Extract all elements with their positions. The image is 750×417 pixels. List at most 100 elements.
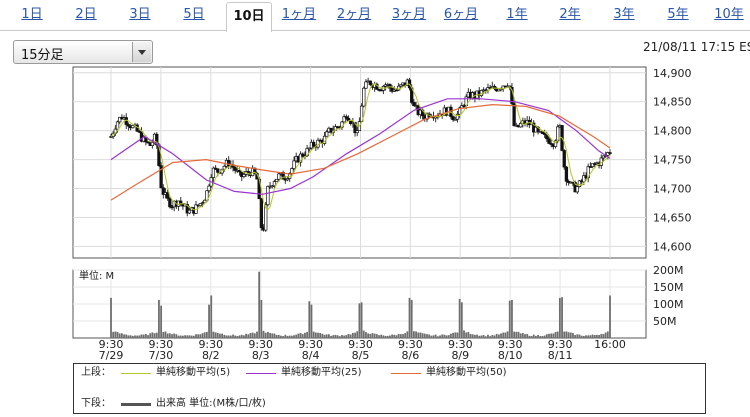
volume-bar [443, 334, 446, 338]
volume-bar [491, 334, 494, 338]
chevron-down-icon[interactable] [132, 42, 151, 62]
volume-bar [600, 333, 603, 338]
tab-period-0[interactable]: 1日 [21, 7, 43, 22]
candle-body [166, 192, 170, 199]
x-tick-date-label: 8/11 [548, 349, 573, 362]
volume-bar [118, 333, 121, 338]
x-tick-date-label: 8/4 [302, 349, 320, 362]
candle-body [362, 87, 366, 107]
candle-body [344, 116, 348, 119]
volume-bar [419, 332, 422, 338]
volume-bar [502, 332, 505, 338]
volume-bar [112, 331, 115, 338]
tab-period-8[interactable]: 6ヶ月 [443, 7, 479, 22]
volume-bar [482, 335, 485, 338]
candle-body [396, 85, 401, 91]
volume-bar [528, 335, 531, 338]
volume-bar [245, 333, 248, 338]
tab-period-5[interactable]: 1ヶ月 [281, 7, 317, 22]
volume-bar [580, 335, 583, 338]
volume-y-tick-label: 100M [653, 298, 684, 311]
candle-body [124, 117, 128, 125]
volume-bar [295, 334, 298, 338]
volume-bar [151, 332, 154, 338]
price-y-tick-label: 14,600 [653, 240, 692, 253]
ma5-line [110, 83, 611, 211]
interval-select-value: 15分足 [21, 48, 64, 63]
volume-bar [332, 335, 335, 338]
candle-body [457, 107, 462, 115]
volume-bar [550, 333, 553, 338]
tab-period-4[interactable]: 10日 [226, 2, 272, 32]
x-tick-time-label: 9:30 [498, 338, 523, 351]
volume-bar [293, 335, 295, 338]
tab-period-3[interactable]: 5日 [183, 7, 205, 22]
volume-bar [362, 330, 365, 338]
volume-bar [275, 334, 278, 338]
candle-body [575, 186, 579, 193]
volume-bar [343, 335, 346, 338]
volume-bar [365, 332, 367, 338]
tab-period-9[interactable]: 1年 [506, 7, 528, 22]
tab-period-1[interactable]: 2日 [75, 7, 97, 22]
tab-period-12[interactable]: 5年 [667, 7, 689, 22]
volume-bar [171, 334, 173, 338]
candle-body [488, 87, 492, 89]
x-tick-date-label: 7/29 [99, 349, 124, 362]
volume-bar [373, 333, 376, 338]
candle-body [222, 165, 226, 170]
volume-bar [508, 300, 511, 338]
candle-body [298, 153, 303, 163]
candle-body [307, 147, 311, 150]
volume-bar [214, 332, 217, 338]
tab-period-6[interactable]: 2ヶ月 [336, 7, 372, 22]
x-tick-date-label: 8/10 [498, 349, 523, 362]
tab-period-13[interactable]: 10年 [714, 7, 744, 22]
volume-bar [162, 332, 165, 338]
volume-bar [328, 334, 330, 338]
tab-period-11[interactable]: 3年 [613, 7, 635, 22]
tab-period-2[interactable]: 3日 [129, 7, 151, 22]
volume-bar [493, 335, 496, 338]
volume-bar [210, 295, 213, 338]
volume-bar [127, 335, 130, 338]
volume-bar [561, 297, 563, 338]
volume-bar [299, 333, 302, 338]
x-tick-time-label: 9:30 [298, 338, 323, 351]
volume-bar [290, 335, 293, 338]
candle-body [606, 152, 610, 156]
volume-bar [284, 334, 287, 338]
volume-bar [567, 332, 570, 338]
candle-body [115, 121, 120, 130]
volume-bar [247, 334, 250, 338]
tab-period-7[interactable]: 3ヶ月 [391, 7, 427, 22]
volume-bar [330, 335, 332, 338]
volume-bar [609, 295, 611, 338]
volume-bar [269, 332, 271, 338]
volume-bar [142, 334, 145, 338]
volume-bar [147, 335, 149, 338]
volume-bar [369, 333, 372, 338]
volume-bar [351, 332, 354, 338]
volume-bar [454, 332, 457, 338]
volume-bar [304, 332, 306, 338]
volume-bar [456, 332, 459, 338]
volume-bar [428, 334, 431, 338]
volume-bar [317, 332, 319, 338]
volume-unit-label: 単位: M [79, 269, 114, 282]
volume-bar [406, 331, 409, 338]
volume-bar [166, 333, 169, 338]
volume-bar [548, 333, 550, 338]
tab-period-10[interactable]: 2年 [559, 7, 581, 22]
candle-body [492, 85, 497, 89]
volume-bar [596, 334, 598, 338]
volume-bar [445, 335, 448, 338]
legend-swatch-ma25 [246, 373, 276, 374]
volume-bar [395, 335, 398, 338]
volume-bar [436, 336, 439, 338]
volume-bar [349, 334, 352, 338]
x-tick-time-label: 9:30 [198, 338, 223, 351]
volume-bar [495, 333, 498, 338]
interval-select[interactable]: 15分足 [13, 40, 153, 64]
